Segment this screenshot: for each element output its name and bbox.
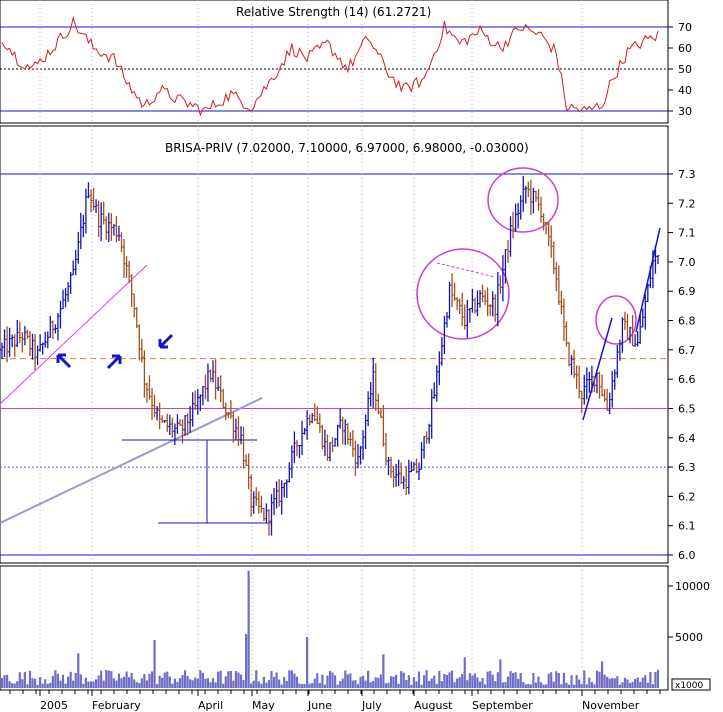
price-bars [0,175,660,536]
consolidation-circle [416,248,510,340]
uptrend-line [0,264,148,405]
price-tick-label: 6.6 [678,373,696,386]
rsi-tick-label: 40 [678,84,692,97]
price-tick-label: 6.3 [678,461,696,474]
month-label: July [361,699,382,712]
month-label: April [198,699,223,712]
price-tick-label: 7.1 [678,227,696,240]
price-tick-label: 6.0 [678,549,696,562]
rally-line-1 [582,317,613,421]
rsi-panel [0,0,669,124]
rsi-tick-label: 50 [678,63,692,76]
price-tick-label: 6.2 [678,490,696,503]
price-tick-label: 7.0 [678,256,696,269]
multiplier-box [671,678,711,691]
rsi-tick-label: 60 [678,42,692,55]
arrow-icon [56,353,72,369]
volume-panel [0,565,669,691]
volume-tick-label: 5000 [675,631,703,644]
rsi-reference-lines [0,26,668,112]
month-label: February [92,699,141,712]
price-tick-label: 6.7 [678,344,696,357]
rsi-series [1,15,659,117]
rsi-tick-label: 70 [678,21,692,34]
month-label: September [472,699,533,712]
price-tick-label: 6.9 [678,285,696,298]
rsi-line [1,15,659,117]
price-reference-lines [0,173,668,556]
month-label: November [582,699,640,712]
rsi-axis: 70 60 50 40 30 [668,21,692,118]
top-circle [487,167,559,233]
volume-tick-label: 10000 [675,580,710,593]
month-label: August [414,699,453,712]
price-panel [0,125,669,564]
price-tick-label: 7.3 [678,168,696,181]
annotations [0,167,661,524]
volume-axis: 10000 5000 [668,580,710,644]
month-label: May [252,699,275,712]
arrow-icon [158,333,174,349]
month-label: June [307,699,332,712]
price-tick-label: 6.1 [678,520,696,533]
price-tick-label: 6.4 [678,432,696,445]
instrument-title: BRISA-PRIV (7.02000, 7.10000, 6.97000, 6… [165,141,529,155]
price-tick-label: 6.8 [678,315,696,328]
volume-multiplier: x1000 [675,681,704,691]
indicator-title: Relative Strength (14) (61.2721) [236,5,431,19]
price-axis: 7.3 7.2 7.1 7.0 6.9 6.8 6.7 6.6 6.5 6.4 6.3 6.2 6.1 6… [668,168,696,562]
month-label: 2005 [40,699,68,712]
arrow-icon [106,354,122,370]
price-tick-label: 6.5 [678,402,696,415]
volume-bars [0,570,660,688]
month-axis: 2005 February April May June July August Septem… [9,0,661,712]
breakout-circle [595,295,637,345]
support-trendline [0,397,263,524]
rsi-tick-label: 30 [678,105,692,118]
price-tick-label: 7.2 [678,197,696,210]
